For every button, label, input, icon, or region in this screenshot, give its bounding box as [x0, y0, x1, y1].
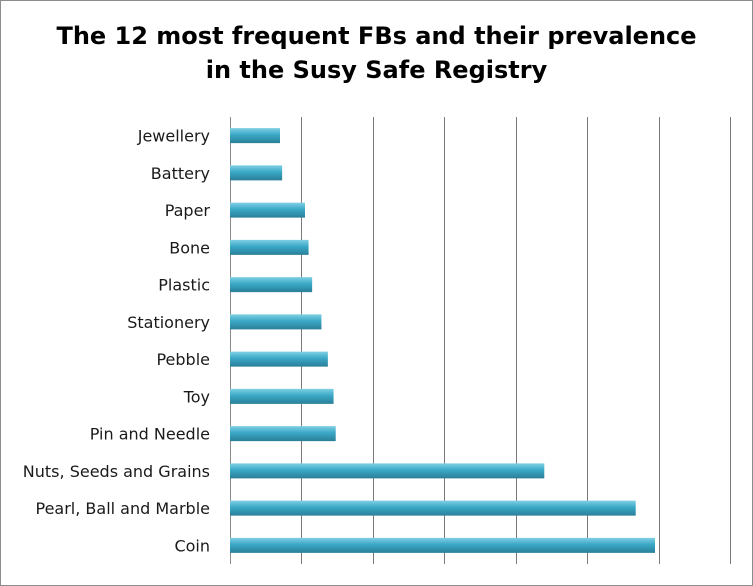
category-label-8: Pin and Needle — [90, 425, 210, 444]
category-label-3: Bone — [169, 238, 210, 257]
bar-11 — [230, 537, 655, 553]
bar-5 — [230, 314, 322, 330]
category-label-6: Pebble — [156, 350, 210, 369]
chart-title: The 12 most frequent FBs and their preva… — [56, 22, 697, 84]
category-label-4: Plastic — [158, 276, 210, 295]
bar-1 — [230, 165, 283, 181]
bar-10 — [230, 500, 636, 516]
category-label-1: Battery — [151, 164, 210, 183]
category-label-9: Nuts, Seeds and Grains — [23, 462, 210, 481]
category-label-2: Paper — [165, 201, 211, 220]
bar-7 — [230, 388, 334, 404]
bar-6 — [230, 351, 328, 367]
bar-2 — [230, 202, 305, 218]
category-label-7: Toy — [183, 387, 210, 406]
bar-0 — [230, 128, 280, 144]
category-label-11: Coin — [174, 536, 210, 555]
category-label-10: Pearl, Ball and Marble — [36, 499, 211, 518]
category-label-0: Jewellery — [137, 127, 210, 146]
bars — [230, 128, 655, 553]
gridlines — [230, 117, 731, 564]
bar-3 — [230, 239, 309, 255]
category-label-5: Stationery — [127, 313, 210, 332]
bar-8 — [230, 426, 336, 442]
category-labels: Jewellery Battery Paper Bone Plastic Statione… — [23, 127, 211, 556]
bar-4 — [230, 277, 313, 293]
bar-9 — [230, 463, 545, 479]
